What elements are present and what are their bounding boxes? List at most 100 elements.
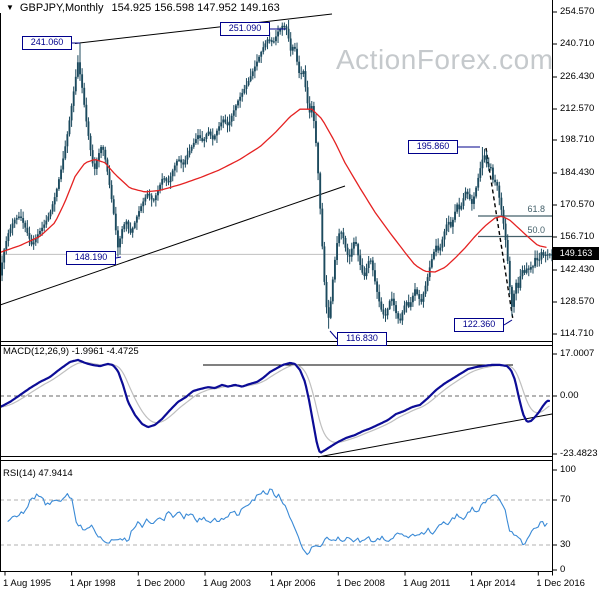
candle-body	[241, 92, 244, 97]
rsi-axis-label: 100	[560, 464, 576, 475]
candle-body	[154, 195, 157, 201]
candle-body	[331, 279, 334, 302]
candle-body	[138, 211, 140, 217]
candle-body	[205, 134, 208, 139]
candle-body	[361, 265, 364, 273]
collapse-arrow-icon[interactable]: ▼	[6, 3, 14, 12]
candle-body	[36, 234, 39, 239]
candle-body	[285, 26, 288, 29]
candle-body	[26, 227, 29, 234]
candle-body	[371, 260, 374, 271]
candle-body	[496, 182, 499, 186]
candle-body	[447, 221, 450, 225]
candle-body	[260, 51, 263, 57]
rsi-line	[7, 488, 548, 556]
candle-body	[91, 150, 94, 164]
candle-body	[527, 268, 530, 270]
candle-body	[548, 254, 551, 256]
macd-axis-label: 0.00	[560, 390, 579, 401]
candle-body	[142, 201, 145, 207]
candle-body	[22, 218, 25, 223]
candle-body	[87, 121, 90, 136]
candle-body	[542, 252, 545, 256]
candle-body	[182, 162, 185, 165]
candle-body	[392, 298, 395, 306]
macd-trendline	[317, 413, 553, 458]
candle-body	[403, 305, 406, 313]
candle-body	[515, 282, 518, 294]
candle-body	[258, 56, 261, 62]
moving-average-line	[0, 108, 547, 273]
candle-body	[532, 266, 534, 268]
candle-body	[317, 142, 320, 174]
candle-body	[146, 193, 149, 198]
candle-body	[430, 259, 433, 268]
candle-body	[525, 268, 528, 273]
candle-body	[551, 254, 553, 256]
candle-body	[224, 119, 227, 123]
candle-body	[325, 282, 328, 308]
candle-body	[220, 122, 223, 127]
candle-body	[468, 194, 471, 199]
candle-body	[186, 154, 189, 160]
candle-body	[39, 231, 41, 235]
ohlc-values: 154.925 156.598 147.952 149.163	[111, 2, 280, 14]
candle-body	[32, 242, 35, 245]
candle-body	[411, 295, 414, 303]
candle-body	[538, 259, 541, 261]
candle-body	[395, 305, 397, 314]
annotation-connector	[115, 256, 122, 259]
price-axis-label: 226.430	[560, 71, 595, 82]
candle-body	[256, 61, 258, 67]
candle-body	[152, 199, 155, 201]
candle-body	[300, 73, 303, 75]
candle-body	[17, 216, 20, 219]
candle-body	[424, 285, 427, 294]
macd-signal-line	[0, 361, 550, 443]
candle-body	[407, 302, 410, 307]
date-axis-label: 1 Apr 2014	[469, 578, 516, 589]
candle-body	[504, 223, 507, 240]
candle-body	[41, 227, 44, 231]
price-axis-label: 212.570	[560, 103, 595, 114]
candle-body	[405, 302, 408, 306]
candle-body	[264, 43, 267, 48]
candle-body	[64, 146, 67, 159]
candle-body	[66, 134, 69, 147]
candle-body	[161, 178, 164, 185]
candle-body	[127, 221, 130, 229]
candle-body	[422, 293, 425, 302]
candle-body	[3, 249, 6, 263]
candle-body	[171, 170, 174, 177]
candle-body	[487, 163, 490, 168]
candle-body	[116, 230, 119, 248]
candle-body	[144, 197, 147, 202]
candle-body	[226, 122, 229, 126]
candle-body	[485, 155, 488, 164]
candle-body	[81, 74, 84, 88]
candle-body	[475, 187, 478, 197]
candle-body	[222, 119, 225, 123]
candle-body	[315, 121, 317, 143]
candle-body	[201, 138, 204, 141]
candle-body	[272, 41, 275, 43]
candle-body	[163, 178, 166, 180]
candle-body	[213, 135, 216, 140]
price-axis-label: 170.570	[560, 199, 595, 210]
date-axis-label: 1 Aug 2003	[203, 578, 252, 589]
candle-body	[473, 196, 475, 204]
date-axis-label: 1 Dec 2016	[536, 578, 585, 589]
candle-body	[281, 25, 284, 29]
macd-axis-label: -23.4823	[560, 448, 598, 459]
candle-body	[108, 171, 111, 185]
candle-body	[374, 270, 376, 282]
price-axis-label: 184.430	[560, 167, 595, 178]
candle-body	[79, 62, 81, 75]
candle-body	[323, 246, 326, 282]
candle-body	[329, 301, 332, 318]
candle-body	[289, 38, 292, 51]
candle-body	[498, 185, 501, 198]
candle-body	[312, 106, 315, 121]
candle-body	[451, 219, 454, 227]
